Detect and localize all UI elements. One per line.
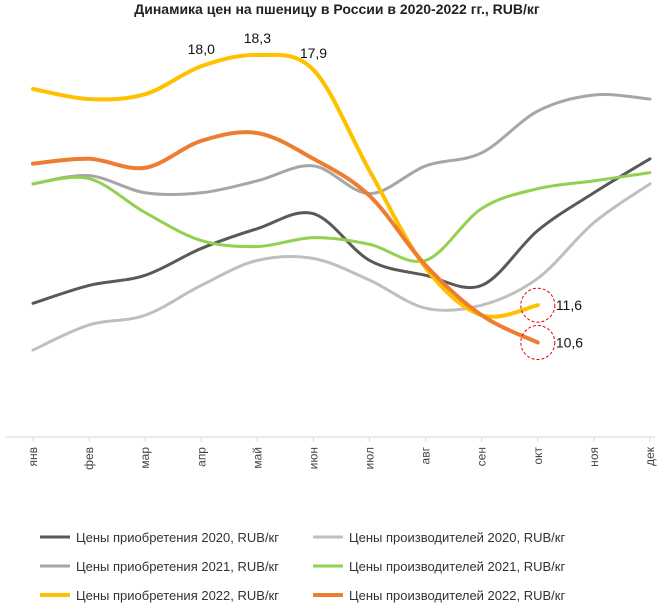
x-tick-label: июн [306, 447, 320, 469]
x-tick-label: фев [82, 447, 96, 470]
series-line [31, 130, 540, 345]
x-tick-label: сен [475, 447, 489, 466]
x-tick-label: дек [643, 446, 657, 466]
x-tick-label: ноя [587, 447, 601, 467]
highlight-circle [520, 325, 556, 361]
legend-label: Цены приобретения 2022, RUB/кг [76, 588, 279, 603]
x-tick-label: май [250, 447, 264, 469]
x-tick-label: июл [363, 447, 377, 469]
highlight-circle [520, 287, 556, 323]
chart-title: Динамика цен на пшеницу в России в 2020-… [134, 1, 540, 17]
legend-label: Цены производителей 2021, RUB/кг [349, 559, 565, 574]
x-tick-label: мар [138, 447, 152, 469]
data-label: 10,6 [556, 335, 583, 351]
data-label: 18,3 [244, 30, 271, 46]
legend-label: Цены производителей 2020, RUB/кг [349, 530, 565, 545]
data-label: 11,6 [556, 297, 582, 313]
data-label: 17,9 [300, 45, 327, 61]
legend-label: Цены приобретения 2021, RUB/кг [76, 559, 279, 574]
x-tick-label: янв [26, 447, 40, 467]
legend-label: Цены приобретения 2020, RUB/кг [76, 530, 279, 545]
series-line [31, 52, 540, 319]
legend-label: Цены производителей 2022, RUB/кг [349, 588, 565, 603]
x-tick-label: окт [531, 447, 545, 465]
series-line [31, 182, 652, 352]
data-label: 18,0 [188, 41, 215, 57]
x-tick-label: авг [419, 446, 433, 464]
series-line [31, 93, 652, 197]
series-line [31, 171, 652, 264]
series-line [31, 157, 652, 305]
x-tick-label: апр [194, 447, 208, 467]
